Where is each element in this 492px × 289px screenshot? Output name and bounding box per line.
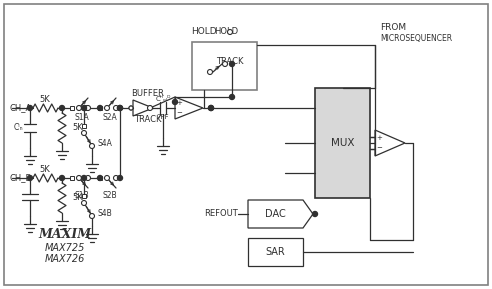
Text: Cᴵₙ: Cᴵₙ [13, 123, 23, 132]
Text: TRACK: TRACK [134, 116, 162, 125]
Polygon shape [375, 130, 405, 156]
Circle shape [209, 105, 214, 110]
Circle shape [28, 105, 32, 110]
Text: +: + [176, 100, 182, 106]
Text: MUX: MUX [331, 138, 354, 148]
Circle shape [90, 144, 94, 149]
Circle shape [82, 201, 87, 205]
Circle shape [222, 62, 227, 66]
Circle shape [229, 62, 235, 66]
Text: S2B: S2B [103, 192, 117, 201]
Circle shape [118, 105, 123, 110]
Circle shape [208, 69, 213, 75]
Text: S1B: S1B [75, 192, 90, 201]
Circle shape [86, 175, 91, 181]
Circle shape [312, 212, 317, 216]
Circle shape [82, 175, 87, 181]
Circle shape [118, 175, 123, 181]
Bar [98, 106, 102, 110]
Text: HOLD: HOLD [214, 27, 238, 36]
Circle shape [60, 175, 64, 181]
Text: DAC: DAC [265, 209, 286, 219]
Circle shape [227, 29, 233, 34]
Text: TRACK: TRACK [216, 58, 244, 66]
Polygon shape [133, 100, 153, 116]
Text: SAR: SAR [266, 247, 285, 257]
Text: +: + [376, 135, 382, 141]
Polygon shape [248, 200, 313, 228]
Text: CH_A: CH_A [10, 103, 32, 112]
Circle shape [82, 105, 87, 110]
Circle shape [82, 131, 87, 136]
Text: HOLD: HOLD [191, 27, 217, 36]
Circle shape [90, 214, 94, 218]
Circle shape [114, 105, 119, 110]
Text: −: − [176, 110, 182, 116]
Circle shape [104, 105, 110, 110]
Text: MAXIM: MAXIM [38, 229, 92, 242]
Text: 5K: 5K [40, 166, 50, 175]
Circle shape [97, 175, 102, 181]
Text: FROM: FROM [380, 23, 406, 32]
Bar [82, 124, 86, 128]
Circle shape [148, 105, 153, 110]
Circle shape [28, 175, 32, 181]
Text: 5K: 5K [40, 95, 50, 105]
Circle shape [209, 105, 214, 110]
Text: 5K: 5K [72, 123, 83, 132]
Circle shape [173, 99, 178, 105]
Text: S4B: S4B [98, 208, 113, 218]
Circle shape [229, 95, 235, 99]
Text: REFOUT: REFOUT [204, 210, 238, 218]
Text: MAX725: MAX725 [45, 243, 85, 253]
Bar [70, 176, 74, 180]
Circle shape [76, 175, 82, 181]
Bar [98, 176, 102, 180]
Bar [83, 105, 88, 110]
Circle shape [97, 105, 102, 110]
Text: CH_B: CH_B [10, 173, 32, 182]
Bar [315, 88, 370, 198]
Text: MICROSEQUENCER: MICROSEQUENCER [380, 34, 452, 42]
Text: S2A: S2A [103, 112, 118, 121]
Text: S4A: S4A [98, 138, 113, 147]
Text: BUFFER: BUFFER [131, 90, 164, 99]
Text: 7PF: 7PF [156, 114, 169, 120]
Circle shape [114, 175, 119, 181]
Bar [82, 194, 86, 198]
Text: S1A: S1A [75, 112, 90, 121]
Text: Cᴴₒₗᴰ: Cᴴₒₗᴰ [155, 96, 171, 102]
Circle shape [118, 105, 123, 110]
Circle shape [104, 175, 110, 181]
Bar [70, 106, 74, 110]
Text: 5K: 5K [72, 194, 83, 203]
Circle shape [129, 106, 133, 110]
Circle shape [86, 105, 91, 110]
Bar [192, 42, 257, 90]
Text: −: − [376, 145, 382, 151]
Circle shape [60, 105, 64, 110]
Circle shape [76, 105, 82, 110]
Polygon shape [175, 97, 203, 119]
Text: MAX726: MAX726 [45, 254, 85, 264]
Circle shape [129, 106, 133, 110]
Bar [248, 238, 303, 266]
